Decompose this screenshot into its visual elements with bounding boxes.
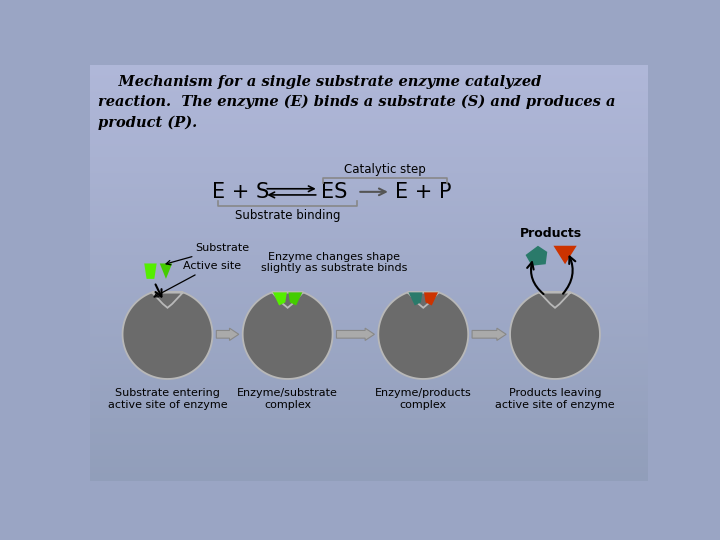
Text: Substrate binding: Substrate binding — [235, 209, 341, 222]
Text: Substrate entering
active site of enzyme: Substrate entering active site of enzyme — [108, 388, 228, 410]
Polygon shape — [144, 264, 157, 279]
Text: E + P: E + P — [395, 182, 451, 202]
Polygon shape — [122, 292, 212, 379]
Polygon shape — [378, 292, 468, 379]
Text: E + S: E + S — [212, 182, 270, 202]
Polygon shape — [243, 292, 333, 379]
Text: Active site: Active site — [154, 261, 241, 297]
Text: Substrate: Substrate — [166, 243, 250, 265]
Polygon shape — [216, 328, 239, 340]
Polygon shape — [336, 328, 374, 340]
Polygon shape — [289, 292, 302, 306]
Text: Enzyme/products
complex: Enzyme/products complex — [375, 388, 472, 410]
Polygon shape — [408, 292, 423, 306]
Text: Products leaving
active site of enzyme: Products leaving active site of enzyme — [495, 388, 615, 410]
Polygon shape — [273, 292, 287, 306]
Polygon shape — [472, 328, 506, 340]
Polygon shape — [160, 264, 172, 279]
Polygon shape — [526, 246, 547, 266]
Text: Catalytic step: Catalytic step — [343, 163, 426, 176]
Text: Enzyme changes shape
slightly as substrate binds: Enzyme changes shape slightly as substra… — [261, 252, 408, 273]
Polygon shape — [554, 246, 577, 264]
Text: Products: Products — [520, 227, 582, 240]
Polygon shape — [510, 292, 600, 379]
Text: Mechanism for a single substrate enzyme catalyzed
reaction.  The enzyme (E) bind: Mechanism for a single substrate enzyme … — [98, 75, 616, 130]
Text: ES: ES — [321, 182, 347, 202]
Text: Enzyme/substrate
complex: Enzyme/substrate complex — [237, 388, 338, 410]
Polygon shape — [424, 292, 438, 306]
